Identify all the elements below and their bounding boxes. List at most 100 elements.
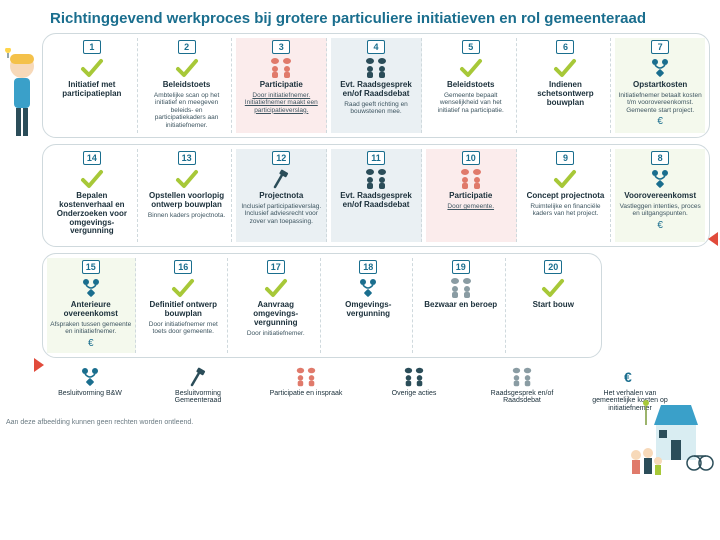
- step-subtitle: Door initiatiefnemer. Initiatiefnemer ma…: [239, 92, 323, 114]
- process-step-9: 9 Concept projectnota Ruimtelijke en finan…: [521, 149, 612, 242]
- besluit-icon: [355, 277, 381, 299]
- step-title: Participatie: [449, 192, 492, 201]
- step-subtitle: Ruimtelijke en financiële kaders van het…: [524, 203, 608, 218]
- check-icon: [79, 168, 105, 190]
- besluit-icon: [647, 168, 673, 190]
- process-row-3: 15Anterieure overeenkomstAfspraken tusse…: [42, 253, 602, 358]
- step-subtitle: Gemeente bepaalt wenselijkheid van het i…: [429, 92, 513, 114]
- process-step-8: 8VoorovereenkomstVastleggen intenties, p…: [615, 149, 705, 242]
- legend-item: Overige acties: [374, 366, 454, 398]
- hammer-icon: [186, 367, 210, 387]
- check-icon: [79, 57, 105, 79]
- raad-icon: [363, 57, 389, 79]
- process-step-16: 16 Definitief ontwerp bouwplan Door initia…: [140, 258, 229, 353]
- step-number: 7: [651, 40, 669, 54]
- step-number: 2: [178, 40, 196, 54]
- step-number: 18: [359, 260, 377, 274]
- step-number: 3: [272, 40, 290, 54]
- step-subtitle: Inclusief participatieverslag. Inclusief…: [239, 203, 323, 225]
- step-title: Omgevings-vergunning: [328, 301, 410, 319]
- page-title: Richtinggevend werkproces bij grotere pa…: [0, 0, 720, 33]
- legend-label: Besluitvorming Gemeenteraad: [158, 390, 238, 405]
- step-number: 1: [83, 40, 101, 54]
- process-step-17: 17Aanvraag omgevings-vergunningDoor init…: [232, 258, 321, 353]
- flow-arrow-icon: [708, 232, 718, 246]
- check-icon: [552, 168, 578, 190]
- process-step-4: 4 Evt. Raadsgesprek en/of Raadsdebat Raad …: [331, 38, 422, 133]
- step-number: 13: [178, 151, 196, 165]
- step-title: Concept projectnota: [527, 192, 605, 201]
- step-subtitle: Door initiatiefnemer met toets door geme…: [143, 321, 225, 336]
- besluit-icon: [78, 367, 102, 387]
- step-subtitle: Door gemeente.: [447, 203, 494, 210]
- legend-label: Raadsgesprek en/of Raadsdebat: [482, 390, 562, 405]
- step-number: 4: [367, 40, 385, 54]
- process-step-2: 2 Beleidstoets Ambtelijke scan op het init…: [142, 38, 233, 133]
- process-step-7: 7OpstartkostenInitiatiefnemer betaalt ko…: [615, 38, 705, 133]
- hammer-icon: [268, 168, 294, 190]
- step-title: Opstellen voorlopig ontwerp bouwplan: [145, 192, 229, 210]
- step-title: Aanvraag omgevings-vergunning: [235, 301, 317, 327]
- process-step-11: 11Evt. Raadsgesprek en/of Raadsdebat: [331, 149, 422, 242]
- step-title: Indienen schetsontwerp bouwplan: [524, 81, 608, 107]
- participation-icon: [458, 168, 484, 190]
- legend: Besluitvorming B&W Besluitvorming Gemeent…: [0, 358, 720, 413]
- process-step-15: 15Anterieure overeenkomstAfspraken tusse…: [47, 258, 136, 353]
- step-number: 20: [544, 260, 562, 274]
- step-subtitle: Binnen kaders projectnota.: [148, 212, 225, 219]
- person-illustration: [2, 48, 42, 158]
- process-step-3: 3 Participatie Door initiatiefnemer. Initi…: [236, 38, 327, 133]
- process-step-6: 6 Indienen schetsontwerp bouwplan: [521, 38, 612, 133]
- flow-arrow-icon: [34, 358, 44, 372]
- step-number: 6: [556, 40, 574, 54]
- step-title: Bezwaar en beroep: [424, 301, 497, 310]
- step-title: Participatie: [260, 81, 303, 90]
- process-step-19: 19Bezwaar en beroep: [417, 258, 506, 353]
- step-title: Bepalen kostenverhaal en Onderzoeken voo…: [50, 192, 134, 236]
- step-title: Evt. Raadsgesprek en/of Raadsdebat: [334, 192, 418, 210]
- process-step-13: 13 Opstellen voorlopig ontwerp bouwplan Bi…: [142, 149, 233, 242]
- process-row-2: 14 Bepalen kostenverhaal en Onderzoeken v…: [42, 144, 710, 247]
- step-title: Evt. Raadsgesprek en/of Raadsdebat: [334, 81, 418, 99]
- step-number: 5: [462, 40, 480, 54]
- step-title: Initiatief met participatieplan: [50, 81, 134, 99]
- check-icon: [458, 57, 484, 79]
- process-grid: 1 Initiatief met participatieplan 2 Beleids…: [0, 33, 720, 358]
- step-title: Start bouw: [533, 301, 574, 310]
- step-subtitle: Raad geeft richting en bouwstenen mee.: [334, 101, 418, 116]
- svg-text:€: €: [624, 369, 632, 385]
- step-number: 8: [651, 151, 669, 165]
- legend-label: Overige acties: [392, 390, 437, 398]
- legend-item: Besluitvorming B&W: [50, 366, 130, 398]
- step-title: Projectnota: [259, 192, 303, 201]
- raad-icon: [402, 367, 426, 387]
- euro-icon: €: [657, 116, 663, 127]
- participation-icon: [294, 367, 318, 387]
- check-icon: [552, 57, 578, 79]
- process-step-14: 14 Bepalen kostenverhaal en Onderzoeken v…: [47, 149, 138, 242]
- participation-icon: [268, 57, 294, 79]
- process-step-20: 20 Start bouw: [510, 258, 598, 353]
- step-title: Definitief ontwerp bouwplan: [143, 301, 225, 319]
- legend-item: Participatie en inspraak: [266, 366, 346, 398]
- step-subtitle: Initiatiefnemer betaalt kosten t/m vooro…: [618, 92, 702, 114]
- legend-item: Besluitvorming Gemeenteraad: [158, 366, 238, 405]
- step-subtitle: Ambtelijke scan op het initiatief en mee…: [145, 92, 229, 129]
- footnote: Aan deze afbeelding kunnen geen rechten …: [0, 413, 720, 426]
- step-title: Beleidstoets: [447, 81, 495, 90]
- process-step-10: 10ParticipatieDoor gemeente.: [426, 149, 517, 242]
- step-number: 9: [556, 151, 574, 165]
- euro-icon: €: [657, 220, 663, 231]
- step-number: 17: [267, 260, 285, 274]
- step-title: Beleidstoets: [163, 81, 211, 90]
- step-title: Anterieure overeenkomst: [50, 301, 132, 319]
- check-icon: [174, 57, 200, 79]
- step-number: 14: [83, 151, 101, 165]
- euro-icon: €: [618, 367, 642, 387]
- besluit-icon: [78, 277, 104, 299]
- raad-icon: [363, 168, 389, 190]
- step-number: 12: [272, 151, 290, 165]
- besluit-icon: [647, 57, 673, 79]
- step-number: 16: [174, 260, 192, 274]
- legend-label: Besluitvorming B&W: [58, 390, 122, 398]
